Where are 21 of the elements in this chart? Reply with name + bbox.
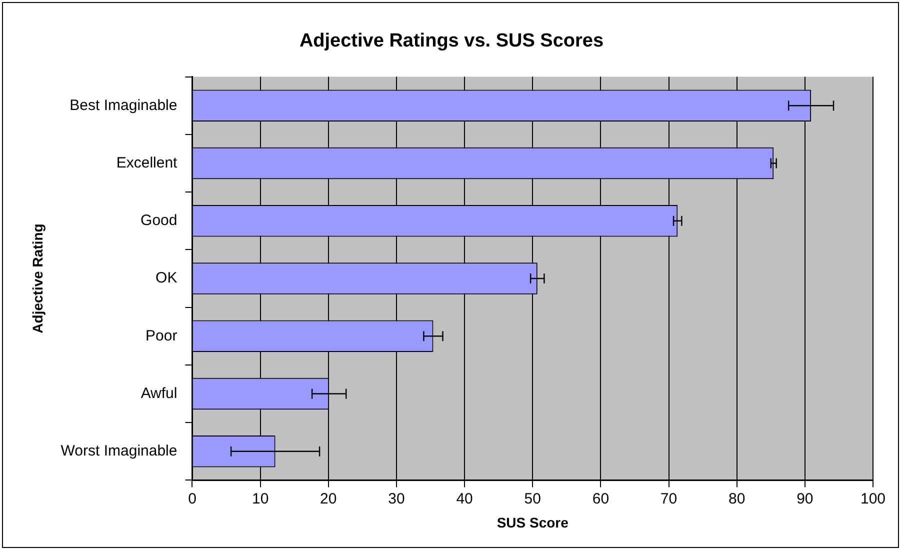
x-tick-label: 40	[456, 490, 473, 508]
y-tick-label: Best Imaginable	[70, 96, 178, 114]
x-tick-label: 0	[188, 490, 196, 508]
x-tick-label: 20	[320, 490, 337, 508]
x-tick-label: 100	[860, 490, 886, 508]
y-tick-label: Good	[140, 212, 178, 230]
chart-title: Adjective Ratings vs. SUS Scores	[299, 30, 604, 52]
x-tick-label: 30	[388, 490, 405, 508]
x-tick-label: 60	[592, 490, 610, 508]
y-tick-label: Excellent	[116, 154, 178, 172]
x-tick-label: 70	[660, 490, 678, 508]
x-tick-label: 50	[524, 490, 541, 508]
x-tick-label: 10	[252, 490, 269, 508]
y-tick-label: Worst Imaginable	[60, 442, 178, 460]
y-tick-label: Poor	[146, 327, 178, 344]
y-axis-title: Adjective Rating	[29, 224, 46, 334]
y-tick-label: Awful	[140, 384, 178, 402]
x-tick-label: 90	[796, 490, 814, 508]
x-tick-label: 80	[728, 490, 746, 508]
y-tick-label: OK	[156, 270, 178, 287]
x-axis-title: SUS Score	[496, 514, 569, 530]
